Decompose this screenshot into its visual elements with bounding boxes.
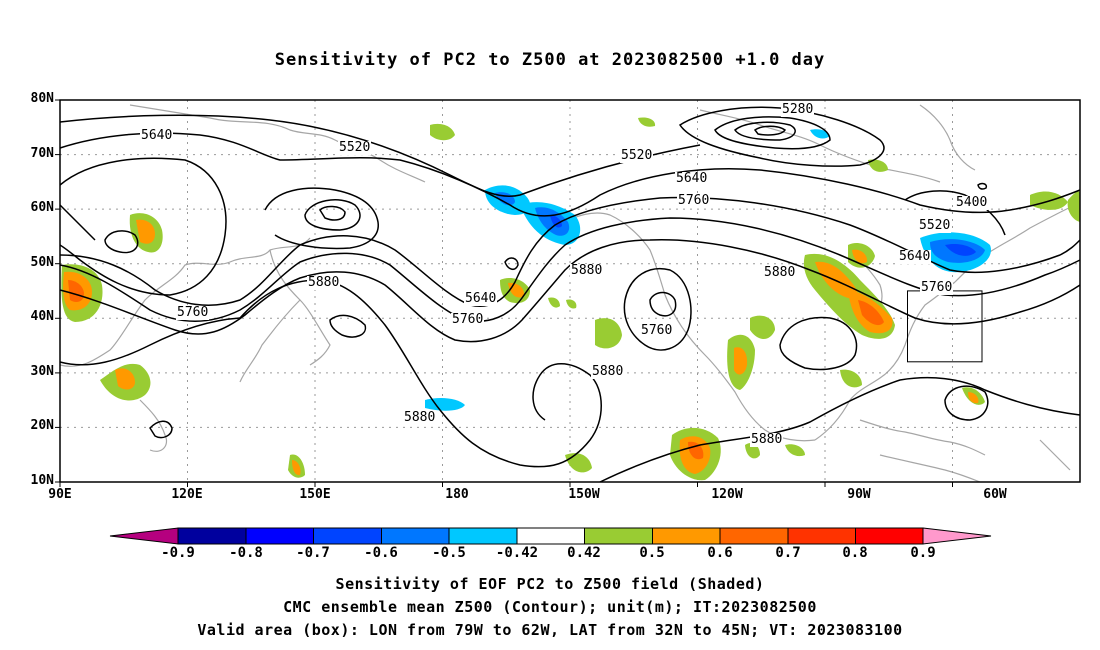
colorbar-label: -0.9 (161, 545, 195, 561)
colorbar-label: 0.6 (707, 545, 733, 561)
colorbar-label: 0.42 (567, 545, 601, 561)
lon-label: 120W (711, 487, 743, 502)
colorbar-bin (177, 527, 247, 545)
chart-title: Sensitivity of PC2 to Z500 at 2023082500… (274, 50, 826, 70)
contour-label: 5760 (451, 312, 485, 327)
lat-label: 40N (30, 309, 54, 324)
contour-label: 5880 (403, 410, 437, 425)
colorbar-label: -0.8 (229, 545, 263, 561)
contour-label: 5760 (920, 280, 954, 295)
lat-label: 30N (30, 364, 54, 379)
colorbar-bin (584, 527, 653, 545)
colorbar-bin (381, 527, 450, 545)
colorbar-label: 0.9 (910, 545, 936, 561)
lat-label: 80N (30, 91, 54, 106)
contour-label: 5520 (918, 218, 952, 233)
colorbar-label: 0.8 (842, 545, 868, 561)
lon-label: 90W (847, 487, 871, 502)
lat-label: 70N (30, 146, 54, 161)
colorbar-label: 0.5 (639, 545, 665, 561)
caption-line: CMC ensemble mean Z500 (Contour); unit(m… (283, 598, 817, 616)
contour-label: 5280 (781, 102, 815, 117)
lon-label: 150W (568, 487, 600, 502)
contour-label: 5880 (570, 263, 604, 278)
lat-label: 60N (30, 200, 54, 215)
colorbar-lower-triangle (109, 527, 179, 545)
contour-label: 5400 (955, 195, 989, 210)
lat-label: 50N (30, 255, 54, 270)
contour-label: 5760 (677, 193, 711, 208)
lat-label: 20N (30, 418, 54, 433)
contour-label: 5640 (140, 128, 174, 143)
colorbar-bin (516, 527, 585, 545)
lon-label: 180 (445, 487, 469, 502)
contour-label: 5520 (620, 148, 654, 163)
colorbar-label: -0.6 (364, 545, 398, 561)
caption-line: Sensitivity of EOF PC2 to Z500 field (Sh… (335, 575, 765, 593)
colorbar-bin (719, 527, 789, 545)
contour-label: 5880 (591, 364, 625, 379)
contour-label: 5520 (338, 140, 372, 155)
lon-label: 90E (48, 487, 72, 502)
contour-label: 5880 (763, 265, 797, 280)
colorbar-bin (448, 527, 518, 545)
contour-label: 5880 (307, 275, 341, 290)
colorbar-bin (652, 527, 721, 545)
colorbar-label: -0.5 (432, 545, 466, 561)
colorbar-label: -0.7 (296, 545, 330, 561)
contour-label: 5760 (640, 323, 674, 338)
lat-label: 10N (30, 473, 54, 488)
colorbar-bin (313, 527, 382, 545)
lon-label: 150E (299, 487, 331, 502)
contour-label: 5640 (464, 291, 498, 306)
colorbar-upper-triangle (922, 527, 992, 545)
colorbar-label: -0.42 (495, 545, 539, 561)
contour-label: 5760 (176, 305, 210, 320)
contour-label: 5640 (898, 249, 932, 264)
colorbar-bin (855, 527, 924, 545)
axis-ticks (55, 99, 953, 487)
colorbar-bin (245, 527, 314, 545)
caption-line: Valid area (box): LON from 79W to 62W, L… (197, 621, 903, 639)
contour-label: 5640 (675, 171, 709, 186)
contour-label: 5880 (750, 432, 784, 447)
colorbar (109, 527, 992, 545)
colorbar-bin (787, 527, 856, 545)
lon-label: 120E (171, 487, 203, 502)
lon-label: 60W (983, 487, 1007, 502)
colorbar-label: 0.7 (775, 545, 801, 561)
